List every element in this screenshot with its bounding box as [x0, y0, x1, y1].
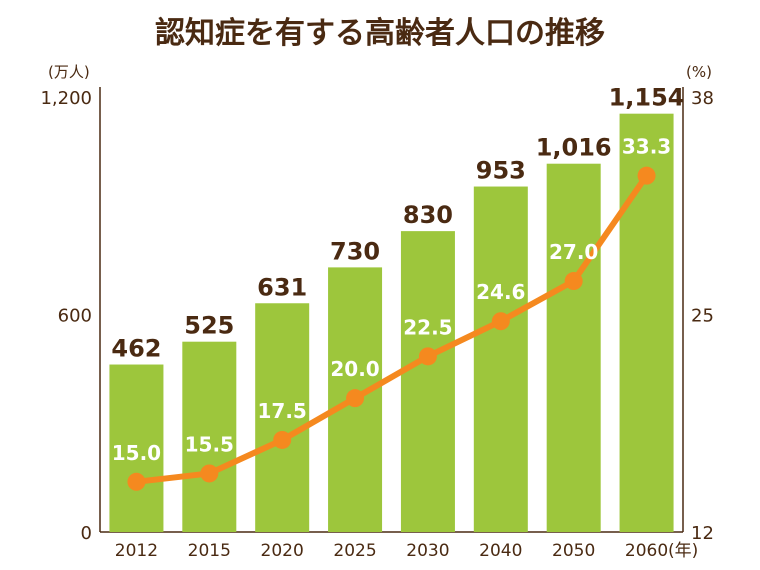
line-point — [418, 347, 437, 366]
bar-value-label: 830 — [403, 201, 453, 229]
line-point — [273, 430, 292, 449]
x-tick-label: 2060 — [625, 541, 668, 561]
line-value-label: 17.5 — [258, 399, 307, 423]
line-point — [200, 464, 219, 483]
bar — [182, 341, 237, 532]
line-value-label: 27.0 — [549, 240, 598, 264]
line-point — [637, 166, 656, 185]
line-value-label: 20.0 — [330, 357, 379, 381]
bar-value-label: 631 — [257, 273, 307, 301]
bar — [400, 231, 455, 532]
bar-value-label: 953 — [476, 157, 526, 185]
line-value-label: 22.5 — [403, 315, 452, 339]
right-tick-label: 38 — [691, 88, 714, 109]
right-tick-label: 12 — [691, 523, 714, 544]
left-tick-label: 0 — [81, 523, 92, 544]
left-axis-unit: (万人) — [48, 63, 90, 81]
bar — [473, 186, 528, 532]
x-tick-label: 2012 — [115, 541, 158, 561]
right-axis-unit: (%) — [686, 63, 712, 81]
left-tick-label: 1,200 — [40, 88, 92, 109]
percentage-line — [136, 173, 650, 485]
x-tick-label: 2015 — [188, 541, 231, 561]
plot-area: 0 600 1,200 12 25 38 462 525 631 730 830 953 1,016 1,… — [40, 84, 713, 561]
x-axis-unit: (年) — [668, 541, 698, 561]
bar-value-label: 1,016 — [536, 134, 612, 162]
bar-value-label: 1,154 — [609, 84, 685, 112]
left-tick-label: 600 — [58, 306, 92, 327]
line-point — [564, 272, 583, 291]
chart-title: 認知症を有する高齢者人口の推移 — [155, 16, 605, 51]
bar-value-label: 730 — [330, 237, 380, 265]
x-tick-label: 2025 — [333, 541, 376, 561]
line-point — [346, 389, 365, 408]
bar — [109, 364, 164, 532]
line-value-label: 15.0 — [112, 441, 161, 465]
line-point — [491, 312, 510, 331]
bar — [546, 163, 601, 532]
line-point — [127, 472, 146, 491]
x-tick-label: 2050 — [552, 541, 595, 561]
bar — [255, 303, 310, 532]
x-tick-label: 2040 — [479, 541, 522, 561]
bar-value-label: 525 — [184, 312, 234, 340]
line-value-label: 33.3 — [622, 135, 671, 159]
x-tick-label: 2020 — [261, 541, 304, 561]
right-tick-label: 25 — [691, 306, 714, 327]
x-tick-label: 2030 — [406, 541, 449, 561]
line-value-label: 15.5 — [185, 432, 234, 456]
bar-value-label: 462 — [111, 335, 161, 363]
line-value-label: 24.6 — [476, 280, 525, 304]
